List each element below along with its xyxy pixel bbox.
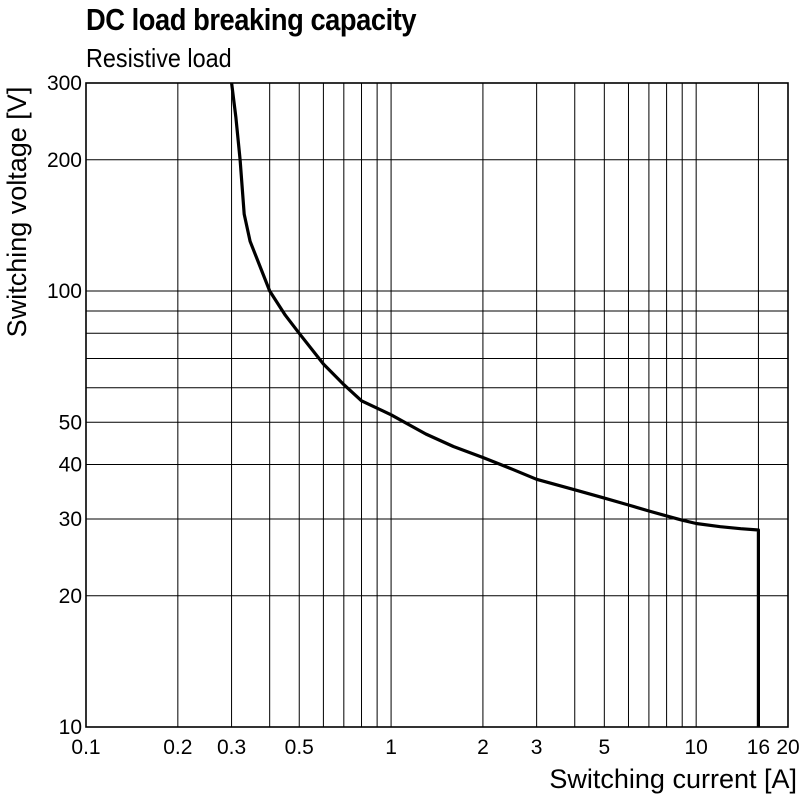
y-axis-label: Switching voltage [V]: [2, 87, 32, 338]
chart-title: DC load breaking capacity: [86, 2, 417, 37]
breaking-capacity-curve: [230, 82, 760, 727]
y-tick-label: 100: [47, 280, 82, 303]
x-tick-labels: 0.1 0.2 0.3 0.5 1 2 3 5 10 16 20: [71, 736, 799, 759]
y-tick-label: 20: [59, 585, 82, 608]
y-tick-label: 50: [59, 411, 82, 434]
y-tick-label: 200: [47, 149, 82, 172]
x-tick-label: 20: [776, 736, 799, 759]
x-tick-label: 0.1: [71, 736, 100, 759]
x-tick-label: 1: [385, 736, 397, 759]
grid-layer: [86, 83, 788, 727]
x-tick-label: 3: [531, 736, 543, 759]
curve-layer: [230, 82, 760, 727]
x-tick-label: 16: [747, 736, 770, 759]
y-tick-label: 40: [59, 454, 82, 477]
x-tick-label: 0.2: [163, 736, 192, 759]
x-axis-label: Switching current [A]: [549, 764, 797, 794]
x-tick-label: 5: [598, 736, 610, 759]
y-tick-labels: 10 20 30 40 50 100 200 300: [47, 72, 82, 739]
plot-frame: [85, 82, 789, 728]
x-tick-label: 0.3: [217, 736, 246, 759]
x-tick-label: 0.5: [285, 736, 314, 759]
chart-subtitle: Resistive load: [86, 43, 232, 73]
y-tick-label: 10: [59, 716, 82, 739]
y-tick-label: 300: [47, 72, 82, 95]
y-tick-label: 30: [59, 508, 82, 531]
x-tick-label: 10: [684, 736, 707, 759]
x-tick-label: 2: [477, 736, 489, 759]
